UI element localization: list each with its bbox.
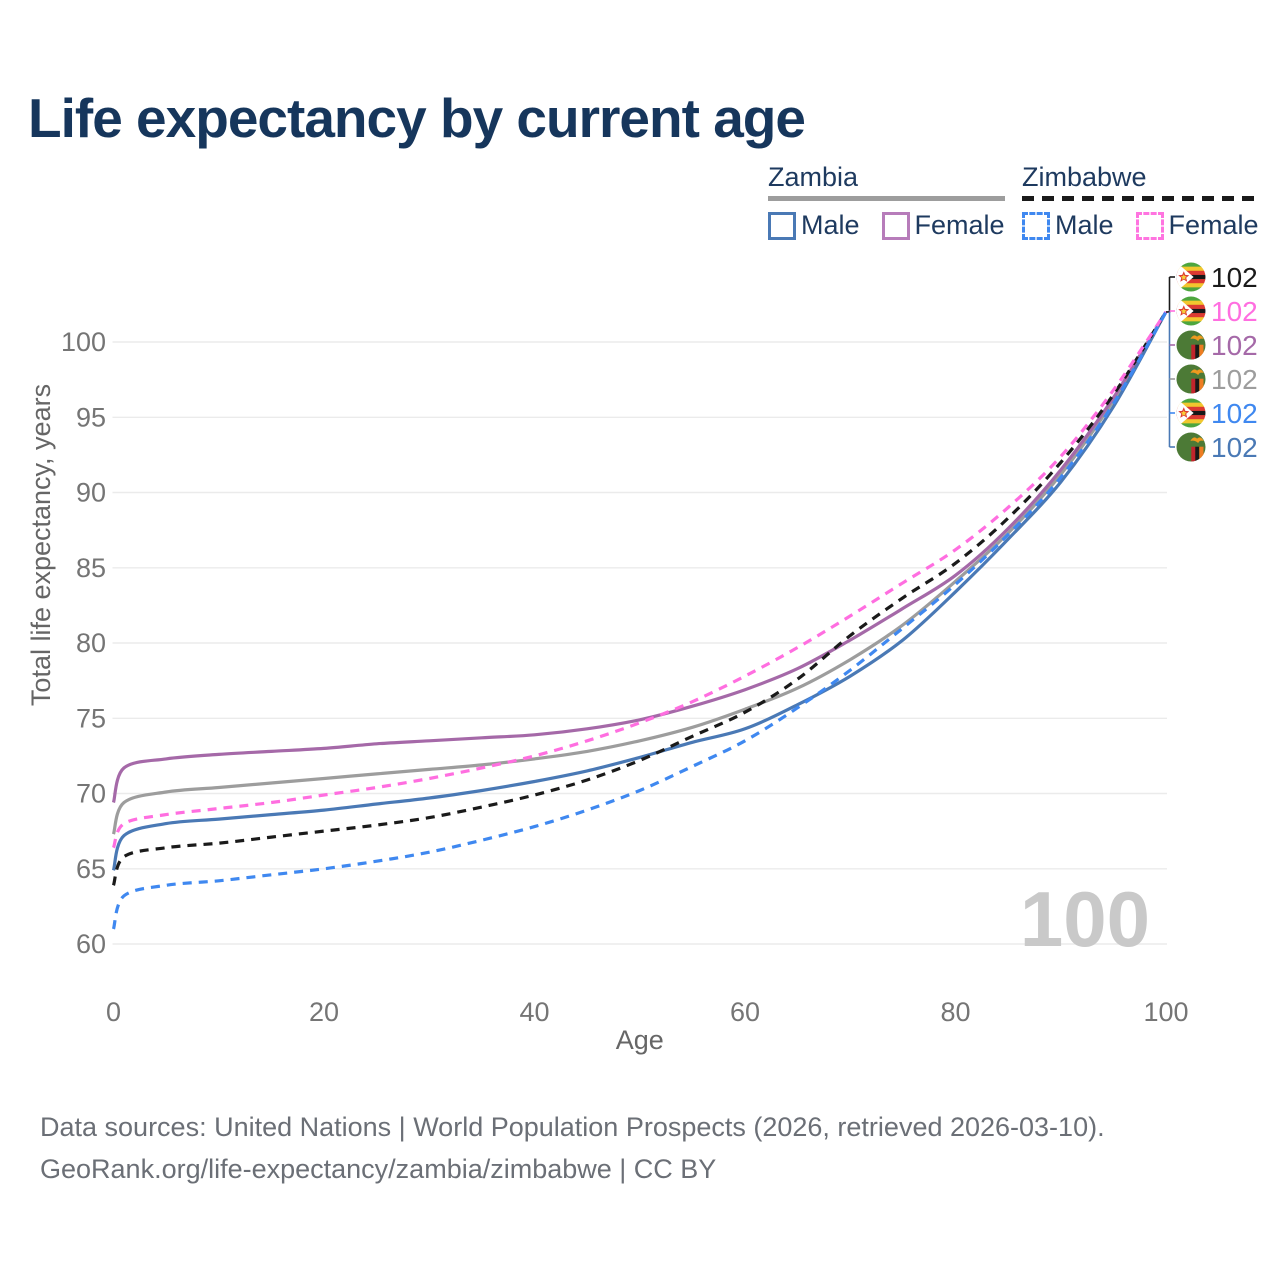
flag-icon-zimbabwe	[1176, 296, 1206, 326]
end-label-zambia-all: 102	[1211, 364, 1258, 395]
y-tick-100: 100	[61, 327, 106, 357]
series-line-zimbabwe-female	[111, 311, 1168, 849]
end-label-zimbabwe-all: 102	[1211, 262, 1258, 293]
x-tick-20: 20	[309, 997, 339, 1027]
y-tick-60: 60	[76, 929, 106, 959]
flag-icon-zimbabwe	[1176, 262, 1206, 292]
legend-group-zimbabwe: Zimbabwe Male Female	[1022, 162, 1259, 241]
legend-item-zambia-male[interactable]: Male	[768, 210, 860, 241]
legend-swatch-zimbabwe-female-icon	[1135, 211, 1164, 240]
x-tick-0: 0	[106, 997, 121, 1027]
legend-linestyle-zimbabwe	[1022, 196, 1259, 201]
legend-country-zambia: Zambia	[768, 162, 859, 192]
chart-title: Life expectancy by current age	[28, 87, 806, 149]
legend-swatch-zambia-female-icon	[881, 211, 910, 240]
legend-group-zambia: Zambia Male Female	[768, 162, 1005, 241]
footer: Data sources: United Nations | World Pop…	[40, 1106, 1105, 1190]
series-line-zambia-female	[111, 311, 1168, 803]
footer-data-sources: Data sources: United Nations | World Pop…	[40, 1112, 1105, 1142]
footer-attribution: GeoRank.org/life-expectancy/zambia/zimba…	[40, 1154, 717, 1184]
legend-label-zambia-female: Female	[914, 210, 1005, 240]
x-tick-60: 60	[730, 997, 760, 1027]
x-tick-40: 40	[519, 997, 549, 1027]
y-tick-85: 85	[76, 553, 106, 583]
flag-icon-zimbabwe	[1176, 398, 1206, 428]
series-line-zimbabwe-all	[111, 311, 1168, 886]
end-label-zimbabwe-female: 102	[1211, 296, 1258, 327]
flag-icon-zambia	[1176, 364, 1206, 394]
flag-icon-zambia	[1176, 330, 1206, 360]
x-tick-80: 80	[940, 997, 970, 1027]
y-tick-95: 95	[76, 402, 106, 432]
legend-linestyle-zambia	[768, 196, 1005, 201]
legend-item-zambia-female[interactable]: Female	[881, 210, 1005, 241]
legend-swatch-zimbabwe-male-icon	[1022, 211, 1050, 240]
y-tick-75: 75	[76, 703, 106, 733]
legend-item-zimbabwe-male[interactable]: Male	[1022, 210, 1114, 241]
legend-label-zambia-male: Male	[801, 210, 860, 240]
x-axis: 0 20 40 60 80 100 Age	[106, 997, 1189, 1055]
series-line-zimbabwe-male	[111, 311, 1168, 930]
y-tick-90: 90	[76, 478, 106, 508]
leader-line-up	[1166, 277, 1171, 313]
legend-country-zimbabwe: Zimbabwe	[1022, 162, 1147, 192]
gridlines	[112, 341, 1167, 945]
y-tick-80: 80	[76, 628, 106, 658]
y-axis-title: Total life expectancy, years	[26, 384, 56, 706]
end-label-zambia-male: 102	[1211, 432, 1258, 463]
series-lines	[111, 311, 1168, 930]
y-tick-70: 70	[76, 779, 106, 809]
x-tick-100: 100	[1143, 997, 1188, 1027]
end-label-zambia-female: 102	[1211, 330, 1258, 361]
x-axis-title: Age	[616, 1025, 664, 1055]
legend-swatch-zambia-male-icon	[768, 211, 796, 240]
legend-item-zimbabwe-female[interactable]: Female	[1135, 210, 1259, 241]
end-label-zimbabwe-male: 102	[1211, 398, 1258, 429]
series-line-zambia-male	[111, 311, 1168, 871]
y-tick-65: 65	[76, 854, 106, 884]
legend-label-zimbabwe-male: Male	[1055, 210, 1114, 240]
age-frame-watermark: 100	[1019, 875, 1150, 963]
legend-label-zimbabwe-female: Female	[1168, 210, 1259, 240]
flag-icon-zambia	[1176, 432, 1206, 462]
